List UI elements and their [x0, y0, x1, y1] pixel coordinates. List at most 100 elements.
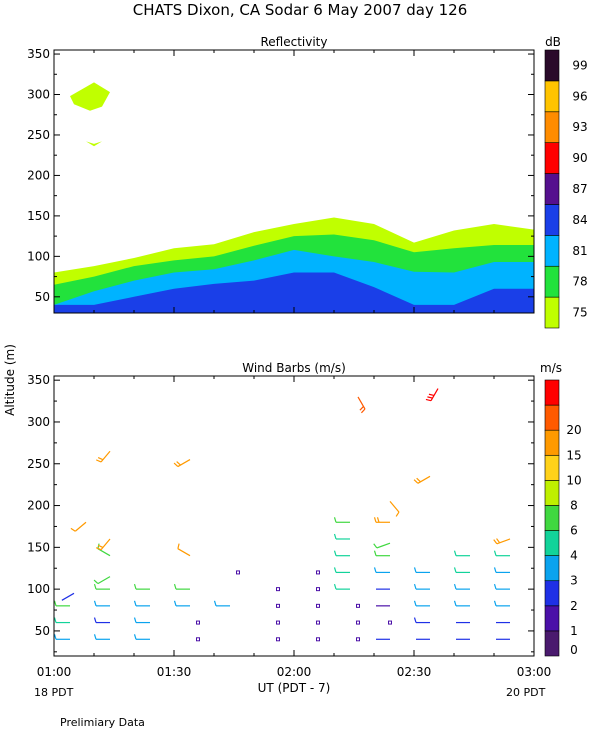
- wind-x-tick-label-4: 03:00: [517, 665, 552, 679]
- wind-barb: [95, 538, 111, 551]
- wind-barb: [373, 550, 390, 557]
- wind-panel: Wind Barbs (m/s) 5010015020025030035001:…: [27, 361, 582, 679]
- wind-colorbar-bin-10: [544, 379, 560, 406]
- wind-barb: [453, 600, 470, 607]
- reflectivity-colorbar-bin-93: [544, 111, 560, 143]
- wind-colorbar-label-1: 1: [570, 624, 578, 638]
- wind-barb: [425, 388, 439, 402]
- wind-calm-marker: [236, 570, 240, 575]
- wind-colorbar-bin-7: [544, 454, 560, 481]
- wind-barb: [373, 542, 391, 549]
- reflectivity-colorbar-label-90: 90: [572, 151, 587, 165]
- wind-barb: [493, 600, 510, 607]
- reflectivity-y-tick-label-200: 200: [27, 168, 50, 182]
- reflectivity-colorbar-bin-78: [544, 265, 560, 298]
- wind-barb: [173, 459, 191, 468]
- wind-barb: [413, 617, 430, 624]
- wind-barb: [357, 396, 366, 414]
- wind-barb: [53, 634, 70, 640]
- reflectivity-y-tick-label-100: 100: [27, 249, 50, 263]
- reflectivity-colorbar-label-99: 99: [572, 58, 587, 72]
- wind-calm-marker: [316, 603, 320, 608]
- wind-colorbar-bin-9: [544, 404, 560, 431]
- wind-x-tick-label-0: 01:00: [37, 665, 72, 679]
- wind-barb: [413, 475, 431, 484]
- footnote: Prelimiary Data: [60, 716, 145, 729]
- wind-colorbar-label-0: 0: [570, 643, 578, 657]
- wind-title: Wind Barbs (m/s): [242, 361, 346, 375]
- wind-barb: [389, 500, 400, 517]
- wind-colorbar-label-8: 8: [570, 498, 578, 512]
- wind-y-tick-label-250: 250: [27, 457, 50, 471]
- wind-x-tick-label-1: 01:30: [157, 665, 192, 679]
- wind-calm-marker: [276, 620, 280, 625]
- wind-colorbar-bin-1: [544, 605, 560, 632]
- wind-colorbar-label-4: 4: [570, 549, 578, 563]
- wind-colorbar-bin-0: [544, 630, 560, 657]
- wind-colorbar: 0 1 2 3 4 6 8 10 15 20: [544, 379, 582, 657]
- wind-barb: [453, 567, 470, 574]
- wind-barb: [413, 600, 430, 607]
- reflectivity-colorbar-label-81: 81: [572, 244, 587, 258]
- reflectivity-contour-84: [54, 272, 534, 313]
- reflectivity-colorbar: 75 78 81 84 87 90 93 96 99: [544, 49, 588, 329]
- wind-colorbar-label-20: 20: [566, 423, 581, 437]
- wind-axes: 50 100 150 200 250 300 350 01:00 01:30 02:00 02:30…: [27, 373, 551, 679]
- wind-barb: [413, 567, 430, 574]
- wind-barb: [453, 583, 470, 590]
- x-axis-label: UT (PDT - 7): [258, 681, 331, 695]
- wind-barb: [333, 583, 350, 590]
- wind-y-tick-label-300: 300: [27, 415, 50, 429]
- wind-calm-marker: [316, 620, 320, 625]
- y-axis-label: Altitude (m): [3, 344, 17, 416]
- reflectivity-colorbar-bin-81: [544, 235, 560, 267]
- wind-barb: [453, 550, 470, 557]
- reflectivity-colorbar-unit: dB: [545, 35, 561, 49]
- wind-barb: [373, 517, 390, 523]
- wind-barb: [93, 600, 110, 607]
- wind-barb: [333, 517, 350, 523]
- wind-colorbar-label-10: 10: [566, 473, 581, 487]
- wind-barb: [93, 634, 110, 640]
- wind-barb: [93, 576, 111, 585]
- wind-barb: [173, 583, 190, 590]
- reflectivity-title: Reflectivity: [260, 35, 327, 49]
- wind-barb: [413, 583, 430, 590]
- wind-calm-marker: [316, 637, 320, 642]
- wind-barb: [333, 533, 350, 540]
- wind-barb: [493, 567, 510, 574]
- wind-y-tick-label-150: 150: [27, 540, 50, 554]
- wind-barb: [95, 450, 111, 463]
- wind-y-tick-label-100: 100: [27, 582, 50, 596]
- wind-barb: [133, 634, 150, 640]
- wind-calm-marker: [276, 637, 280, 642]
- reflectivity-colorbar-bin-84: [544, 204, 560, 236]
- reflectivity-y-tick-label-300: 300: [27, 88, 50, 102]
- wind-colorbar-bin-4: [544, 530, 560, 556]
- wind-barbs: [53, 388, 511, 642]
- wind-calm-marker: [196, 637, 200, 642]
- reflectivity-patch-1: [86, 141, 102, 147]
- reflectivity-colorbar-bin-75: [544, 296, 560, 329]
- reflectivity-colorbar-bin-90: [544, 142, 560, 174]
- wind-barb: [333, 550, 350, 557]
- wind-x-tick-label-3: 02:30: [397, 665, 432, 679]
- wind-x-tick-label-2: 02:00: [277, 665, 312, 679]
- reflectivity-colorbar-bin-87: [544, 173, 560, 205]
- wind-barb: [61, 592, 75, 601]
- reflectivity-colorbar-bin-96: [544, 80, 560, 113]
- wind-calm-marker: [276, 603, 280, 608]
- wind-barb: [213, 600, 230, 607]
- wind-barb: [493, 583, 510, 590]
- reflectivity-y-tick-label-250: 250: [27, 128, 50, 142]
- wind-barb: [53, 600, 70, 607]
- wind-colorbar-bin-6: [544, 480, 560, 506]
- reflectivity-colorbar-label-96: 96: [572, 89, 587, 103]
- wind-colorbar-bin-2: [544, 580, 560, 607]
- wind-y-tick-label-200: 200: [27, 499, 50, 513]
- wind-colorbar-bin-5: [544, 505, 560, 531]
- wind-barb: [93, 617, 110, 624]
- wind-barb: [173, 600, 190, 607]
